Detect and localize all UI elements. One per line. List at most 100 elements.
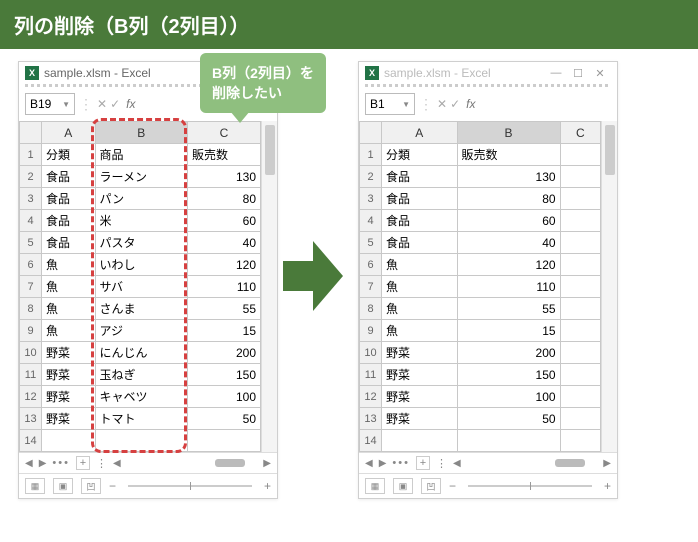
cell[interactable]: 55: [187, 298, 260, 320]
cell[interactable]: 野菜: [382, 408, 458, 430]
name-box[interactable]: B1 ▼: [365, 93, 415, 115]
cell[interactable]: 200: [187, 342, 260, 364]
cell[interactable]: さんま: [95, 298, 187, 320]
scroll-thumb[interactable]: [265, 125, 275, 175]
cell[interactable]: 魚: [382, 276, 458, 298]
row-header[interactable]: 10: [360, 342, 382, 364]
cell[interactable]: 60: [187, 210, 260, 232]
zoom-out-button[interactable]: −: [449, 479, 456, 493]
hscroll-left-icon[interactable]: ◀: [453, 458, 461, 469]
cell[interactable]: サバ: [95, 276, 187, 298]
hscroll-right-icon[interactable]: ▶: [263, 458, 271, 469]
page-layout-button[interactable]: ▣: [53, 478, 73, 494]
row-header[interactable]: 4: [20, 210, 42, 232]
cell[interactable]: 120: [187, 254, 260, 276]
row-header[interactable]: 1: [360, 144, 382, 166]
cell[interactable]: 魚: [42, 320, 96, 342]
cell[interactable]: 野菜: [42, 408, 96, 430]
column-header[interactable]: A: [42, 122, 96, 144]
row-header[interactable]: 9: [360, 320, 382, 342]
cell[interactable]: パスタ: [95, 232, 187, 254]
row-header[interactable]: 14: [20, 430, 42, 452]
row-header[interactable]: 11: [20, 364, 42, 386]
row-header[interactable]: 5: [20, 232, 42, 254]
cell[interactable]: 130: [457, 166, 560, 188]
chevron-down-icon[interactable]: ▼: [62, 100, 70, 109]
row-header[interactable]: 1: [20, 144, 42, 166]
row-header[interactable]: 10: [20, 342, 42, 364]
cell[interactable]: 15: [187, 320, 260, 342]
cell[interactable]: ラーメン: [95, 166, 187, 188]
cell[interactable]: 商品: [95, 144, 187, 166]
maximize-button[interactable]: ☐: [567, 67, 589, 80]
new-sheet-button[interactable]: +: [76, 456, 90, 470]
fx-icon[interactable]: fx: [126, 97, 135, 111]
cell[interactable]: 米: [95, 210, 187, 232]
cell[interactable]: 食品: [42, 188, 96, 210]
cell[interactable]: 食品: [382, 232, 458, 254]
page-break-button[interactable]: 凹: [421, 478, 441, 494]
cell[interactable]: 150: [187, 364, 260, 386]
cell[interactable]: 販売数: [187, 144, 260, 166]
column-header[interactable]: A: [382, 122, 458, 144]
enter-icon[interactable]: ✓: [450, 97, 460, 111]
zoom-in-button[interactable]: +: [604, 479, 611, 493]
cell[interactable]: 15: [457, 320, 560, 342]
cell[interactable]: 分類: [382, 144, 458, 166]
cell[interactable]: 野菜: [382, 342, 458, 364]
cancel-icon[interactable]: ✕: [97, 97, 107, 111]
tab-overflow-icon[interactable]: •••: [52, 457, 70, 469]
close-button[interactable]: ✕: [589, 67, 611, 80]
tab-next-icon[interactable]: ▶: [39, 458, 47, 469]
cell[interactable]: 食品: [42, 210, 96, 232]
cell[interactable]: [560, 364, 600, 386]
cell[interactable]: アジ: [95, 320, 187, 342]
cell[interactable]: [560, 342, 600, 364]
cell[interactable]: [560, 320, 600, 342]
row-header[interactable]: 2: [20, 166, 42, 188]
row-header[interactable]: 8: [20, 298, 42, 320]
cell[interactable]: [95, 430, 187, 452]
cell[interactable]: 魚: [382, 298, 458, 320]
cell[interactable]: 販売数: [457, 144, 560, 166]
cell[interactable]: [457, 430, 560, 452]
column-header[interactable]: C: [560, 122, 600, 144]
cell[interactable]: 魚: [42, 298, 96, 320]
scroll-thumb[interactable]: [605, 125, 615, 175]
cell[interactable]: 100: [457, 386, 560, 408]
cell[interactable]: 80: [457, 188, 560, 210]
row-header[interactable]: 11: [360, 364, 382, 386]
cell[interactable]: [560, 408, 600, 430]
new-sheet-button[interactable]: +: [416, 456, 430, 470]
cell[interactable]: 野菜: [42, 364, 96, 386]
cancel-icon[interactable]: ✕: [437, 97, 447, 111]
cell[interactable]: 野菜: [382, 386, 458, 408]
hscroll-right-icon[interactable]: ▶: [603, 458, 611, 469]
vertical-scrollbar[interactable]: [261, 121, 277, 452]
cell[interactable]: キャベツ: [95, 386, 187, 408]
row-header[interactable]: 14: [360, 430, 382, 452]
cell[interactable]: [560, 386, 600, 408]
cell[interactable]: [560, 188, 600, 210]
cell[interactable]: 魚: [42, 276, 96, 298]
zoom-out-button[interactable]: −: [109, 479, 116, 493]
row-header[interactable]: 12: [20, 386, 42, 408]
row-header[interactable]: 13: [20, 408, 42, 430]
vertical-scrollbar[interactable]: [601, 121, 617, 452]
zoom-in-button[interactable]: +: [264, 479, 271, 493]
zoom-slider[interactable]: [128, 485, 252, 487]
cell[interactable]: 野菜: [42, 386, 96, 408]
cell[interactable]: [382, 430, 458, 452]
cell[interactable]: [560, 276, 600, 298]
cell[interactable]: 食品: [42, 232, 96, 254]
normal-view-button[interactable]: ▦: [365, 478, 385, 494]
horizontal-scrollbar[interactable]: [215, 459, 245, 467]
row-header[interactable]: 6: [360, 254, 382, 276]
cell[interactable]: [42, 430, 96, 452]
tab-prev-icon[interactable]: ◀: [25, 458, 33, 469]
cell[interactable]: [560, 166, 600, 188]
zoom-slider[interactable]: [468, 485, 592, 487]
row-header[interactable]: 13: [360, 408, 382, 430]
row-header[interactable]: 3: [360, 188, 382, 210]
cell[interactable]: 110: [457, 276, 560, 298]
